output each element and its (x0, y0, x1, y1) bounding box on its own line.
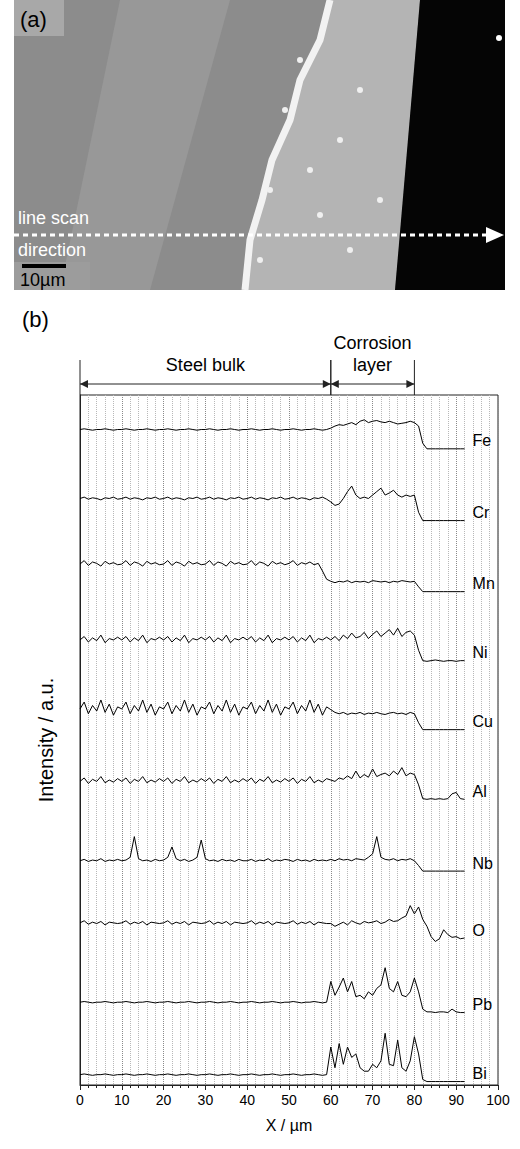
svg-text:Steel bulk: Steel bulk (166, 355, 246, 375)
svg-text:Ni: Ni (473, 644, 488, 661)
svg-text:X / µm: X / µm (266, 1117, 313, 1134)
svg-text:Pb: Pb (473, 996, 493, 1013)
svg-text:(b): (b) (22, 307, 49, 332)
svg-text:10µm: 10µm (20, 270, 65, 290)
svg-text:Cr: Cr (473, 504, 491, 521)
svg-text:70: 70 (365, 1092, 381, 1108)
svg-text:Cu: Cu (473, 713, 493, 730)
svg-text:30: 30 (198, 1092, 214, 1108)
svg-text:O: O (473, 922, 485, 939)
svg-text:Intensity / a.u.: Intensity / a.u. (35, 678, 57, 803)
svg-text:line scan: line scan (18, 208, 89, 228)
svg-text:Fe: Fe (473, 432, 492, 449)
svg-text:Mn: Mn (473, 575, 495, 592)
svg-text:0: 0 (76, 1092, 84, 1108)
svg-text:100: 100 (486, 1092, 510, 1108)
svg-text:40: 40 (239, 1092, 255, 1108)
svg-text:Bi: Bi (473, 1065, 487, 1082)
svg-text:60: 60 (323, 1092, 339, 1108)
svg-text:50: 50 (281, 1092, 297, 1108)
svg-text:layer: layer (353, 355, 392, 375)
svg-text:Al: Al (473, 783, 487, 800)
svg-text:(a): (a) (20, 7, 47, 32)
svg-text:20: 20 (156, 1092, 172, 1108)
svg-text:direction: direction (18, 240, 86, 260)
svg-text:10: 10 (114, 1092, 130, 1108)
svg-text:90: 90 (448, 1092, 464, 1108)
svg-text:Corrosion: Corrosion (334, 333, 412, 353)
svg-text:80: 80 (407, 1092, 423, 1108)
svg-text:Nb: Nb (473, 855, 494, 872)
